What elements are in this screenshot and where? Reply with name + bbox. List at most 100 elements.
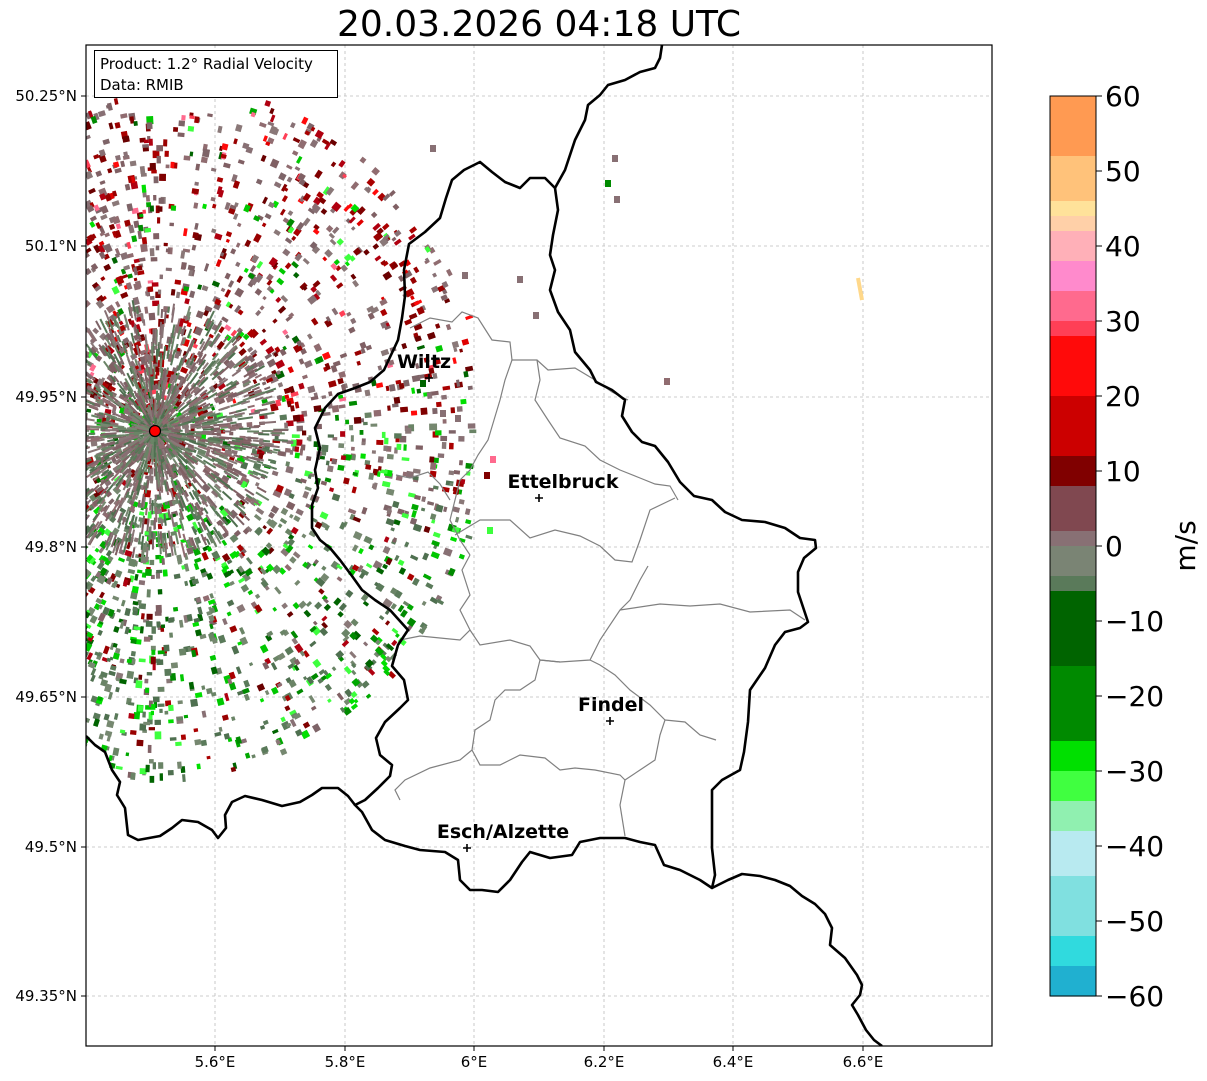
echo-pixel: [322, 186, 331, 196]
echo-ray: [218, 415, 228, 420]
echo-ray: [200, 376, 209, 385]
echo-pixel: [124, 607, 131, 617]
echo-pixel: [433, 258, 442, 266]
echo-pixel: [266, 630, 274, 638]
echo-ray: [103, 441, 116, 447]
echo-ray: [159, 409, 167, 420]
echo-ray: [88, 425, 101, 429]
echo-pixel: [156, 145, 164, 152]
echo-pixel: [163, 644, 170, 652]
echo-pixel: [288, 513, 294, 519]
echo-pixel: [318, 588, 325, 595]
echo-pixel: [341, 639, 350, 648]
echo-ray: [249, 470, 259, 477]
echo-pixel: [264, 353, 273, 360]
echo-ray: [222, 517, 229, 526]
echo-pixel: [86, 503, 92, 513]
echo-ray: [188, 536, 194, 546]
echo-pixel: [324, 477, 332, 483]
echo-ray: [138, 395, 147, 410]
echo-pixel: [342, 635, 350, 643]
echo-pixel: [380, 659, 388, 667]
echo-ray: [193, 398, 205, 407]
echo-ray: [265, 400, 275, 405]
echo-ray: [124, 319, 129, 328]
echo-pixel: [412, 468, 421, 474]
colorbar-band: [1050, 396, 1096, 412]
echo-pixel: [416, 344, 425, 351]
echo-pixel: [160, 624, 166, 629]
echo-ray: [183, 393, 192, 403]
echo-ray: [114, 417, 130, 424]
echo-ray: [120, 532, 126, 544]
colorbar-band: [1050, 846, 1096, 862]
echo-pixel: [107, 691, 113, 700]
echo-pixel: [165, 164, 170, 169]
echo-pixel: [126, 203, 134, 212]
echo-ray: [118, 364, 126, 377]
colorbar-tick-label: −30: [1105, 755, 1164, 788]
echo-ray: [184, 392, 191, 399]
echo-pixel: [108, 498, 115, 505]
echo-pixel: [140, 172, 147, 177]
echo-pixel: [170, 530, 178, 537]
echo-ray: [95, 320, 102, 331]
echo-ray: [249, 473, 261, 480]
echo-pixel: [310, 672, 319, 681]
echo-pixel: [375, 382, 384, 389]
echo-pixel: [99, 478, 106, 484]
echo-pixel: [352, 471, 358, 477]
echo-ray: [189, 440, 196, 444]
echo-pixel: [140, 243, 148, 253]
echo-pixel: [154, 365, 159, 372]
echo-pixel: [207, 113, 213, 118]
echo-pixel: [87, 661, 96, 669]
echo-pixel: [360, 593, 369, 602]
echo-ray: [111, 539, 119, 554]
echo-pixel: [429, 513, 437, 521]
echo-pixel: [139, 213, 144, 218]
echo-pixel: [464, 508, 471, 516]
echo-pixel: [284, 422, 288, 429]
echo-pixel: [377, 465, 382, 471]
echo-pixel: [302, 217, 311, 227]
echo-ray: [142, 381, 148, 393]
echo-ray: [185, 398, 192, 405]
echo-pixel: [176, 554, 183, 564]
echo-pixel: [441, 442, 447, 449]
echo-pixel: [193, 202, 199, 209]
echo-pixel: [111, 256, 118, 264]
echo-ray: [118, 494, 127, 509]
echo-pixel: [382, 664, 391, 673]
colorbar-band: [1050, 756, 1096, 772]
echo-ray: [196, 359, 207, 372]
echo-pixel: [114, 247, 121, 256]
echo-pixel: [214, 232, 223, 241]
echo-pixel: [352, 531, 363, 541]
echo-pixel: [86, 300, 91, 309]
echo-pixel: [302, 721, 311, 729]
colorbar-band: [1050, 621, 1096, 637]
echo-pixel: [192, 621, 200, 627]
echo-ray: [186, 339, 194, 354]
echo-pixel: [268, 511, 276, 519]
echo-pixel: [224, 202, 231, 211]
echo-pixel: [458, 553, 465, 560]
echo-pixel: [99, 193, 107, 201]
echo-ray: [110, 467, 123, 482]
echo-pixel: [180, 366, 189, 374]
echo-ray: [254, 373, 262, 379]
echo-pixel: [313, 293, 321, 301]
echo-pixel: [378, 615, 385, 621]
echo-pixel: [217, 634, 227, 644]
echo-ray: [242, 384, 257, 393]
echo-pixel: [210, 196, 216, 202]
echo-ray: [96, 397, 104, 403]
echo-pixel: [93, 718, 100, 728]
echo-ray: [183, 467, 193, 479]
echo-pixel: [407, 492, 416, 498]
echo-pixel: [235, 666, 242, 675]
echo-pixel: [133, 277, 138, 282]
echo-pixel: [89, 221, 96, 228]
echo-ray: [179, 378, 185, 385]
